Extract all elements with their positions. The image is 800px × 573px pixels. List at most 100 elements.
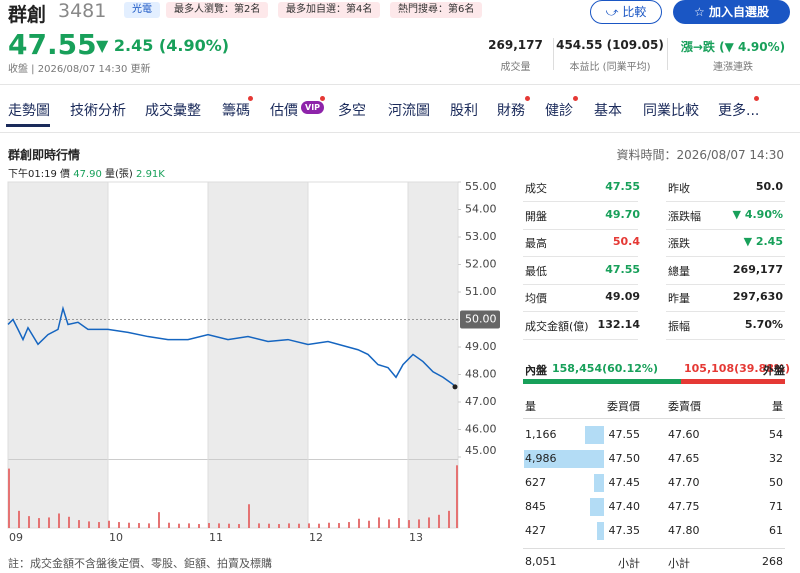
row-line <box>523 256 638 257</box>
tab[interactable]: 技術分析 <box>70 103 126 119</box>
out-bar <box>680 379 785 384</box>
tab[interactable]: 健診 <box>545 103 573 119</box>
field-label: 振幅 <box>668 319 690 333</box>
orderbook-header: 委買價 <box>607 400 640 413</box>
field-label: 最低 <box>525 264 547 278</box>
volume-bar <box>188 523 190 528</box>
volume-bar <box>218 523 220 528</box>
stat-value: 269,177 <box>488 38 543 52</box>
bid-bar <box>590 498 604 516</box>
bid-volume: 845 <box>525 500 546 513</box>
volume-bar <box>48 517 50 528</box>
volume-bar <box>308 523 310 528</box>
compare-button[interactable]: ⤻ 比較 <box>590 0 662 24</box>
field-value: 49.09 <box>605 290 640 303</box>
row-line <box>523 283 638 285</box>
y-tick-label: 48.00 <box>465 368 497 381</box>
volume-bar <box>108 520 110 528</box>
tag[interactable]: 最多加自選：第4名 <box>278 2 381 18</box>
row-line <box>523 228 638 230</box>
stat-value: 454.55 (109.05) <box>556 38 664 52</box>
field-label: 漲跌幅 <box>668 209 701 223</box>
y-tick-label: 45.00 <box>465 444 497 457</box>
notify-dot <box>573 96 578 101</box>
hover-price: 47.90 <box>73 169 102 180</box>
field-value: 5.70% <box>744 317 783 331</box>
last-point <box>452 384 458 390</box>
row-line <box>666 338 785 340</box>
tag[interactable]: 熱門搜尋：第6名 <box>390 2 483 18</box>
tab[interactable]: 財務 <box>497 103 525 119</box>
bid-volume: 1,166 <box>525 428 557 441</box>
ask-volume: 54 <box>769 428 783 441</box>
x-tick-label: 12 <box>309 531 323 544</box>
field-value: 47.55 <box>605 180 640 193</box>
tab[interactable]: 基本 <box>594 103 622 119</box>
tab[interactable]: 同業比較 <box>643 103 699 119</box>
stock-code: 3481 <box>58 0 107 22</box>
row-line <box>666 201 785 202</box>
ask-volume: 32 <box>769 452 783 465</box>
button-label: 加入自選股 <box>708 5 769 19</box>
tab[interactable]: 估價 <box>270 103 298 119</box>
notify-dot <box>320 96 325 101</box>
y-tick-label: 49.00 <box>465 340 497 353</box>
volume-bar <box>118 522 120 528</box>
tab[interactable]: 多空 <box>338 103 366 119</box>
volume-bar <box>198 524 200 528</box>
hour-band <box>408 182 458 528</box>
stock-name: 群創 <box>8 4 47 26</box>
volume-bar <box>138 523 140 528</box>
in-label: 內盤 <box>525 364 547 377</box>
divider <box>667 38 668 70</box>
orderbook-footer: 小計 <box>668 557 690 570</box>
field-label: 漲跌 <box>668 237 690 250</box>
y-tick-label: 47.00 <box>465 395 497 408</box>
volume-bar <box>298 523 300 528</box>
ask-volume: 50 <box>769 476 783 489</box>
volume-bar <box>448 510 450 528</box>
stat-label: 本益比 (同業平均) <box>569 62 651 73</box>
reference-box <box>460 310 500 329</box>
ask-price: 47.60 <box>668 428 700 441</box>
stat-label: 成交量 <box>500 62 531 73</box>
field-label: 成交金額(億) <box>525 319 589 333</box>
tag[interactable]: 最多人瀏覽：第2名 <box>166 2 269 18</box>
field-value: 47.55 <box>605 262 640 276</box>
volume-bar <box>168 522 170 528</box>
tab[interactable]: 更多... <box>718 103 760 119</box>
bid-volume: 4,986 <box>525 452 557 465</box>
footnote: 註：成交金額不含盤後定價、零股、鉅額、拍賣及標購 <box>8 557 272 570</box>
row-line <box>666 256 785 257</box>
volume-bar <box>78 520 80 528</box>
bid-volume: 427 <box>525 524 546 537</box>
tab[interactable]: 成交彙整 <box>145 103 201 119</box>
field-value: 269,177 <box>732 262 783 276</box>
bid-price: 47.35 <box>608 524 641 537</box>
orderbook-footer: 小計 <box>618 557 640 570</box>
volume-bar <box>98 522 100 528</box>
y-tick-label: 51.00 <box>465 285 497 298</box>
volume-bar <box>418 519 420 528</box>
volume-bar <box>238 524 240 528</box>
y-tick-label: 54.00 <box>465 203 497 216</box>
notify-dot <box>525 96 530 101</box>
watchlist-button[interactable]: ☆ 加入自選股 <box>673 0 790 24</box>
tab[interactable]: 河流圖 <box>388 103 430 119</box>
volume-bar <box>68 516 70 528</box>
field-value: ▼ 2.45 <box>743 235 783 248</box>
tag[interactable]: 光電 <box>124 2 160 18</box>
tab[interactable]: 股利 <box>450 103 478 119</box>
price: 47.55 <box>8 28 97 61</box>
ask-price: 47.80 <box>668 524 700 537</box>
tab[interactable]: 走勢圖 <box>8 103 50 119</box>
in-bar <box>523 379 681 384</box>
volume-bar <box>408 520 410 528</box>
field-label: 總量 <box>668 264 690 278</box>
volume-bar <box>268 523 270 528</box>
field-value: 132.14 <box>597 317 640 331</box>
tab[interactable]: 籌碼 <box>222 103 250 119</box>
hover-label: 量(張) <box>105 169 133 180</box>
